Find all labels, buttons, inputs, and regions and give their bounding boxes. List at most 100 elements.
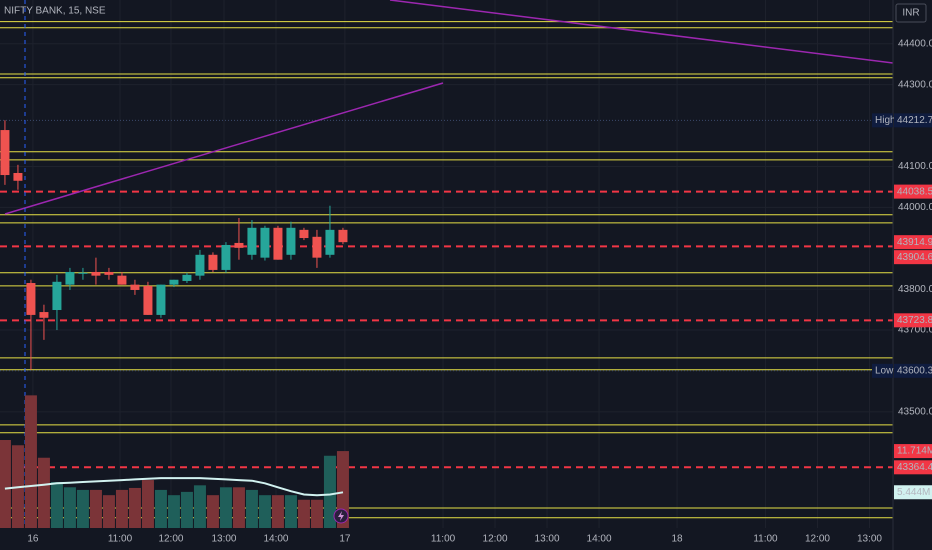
volume-bar xyxy=(271,495,284,528)
volume-label: 5.444M xyxy=(897,487,930,498)
candle-body xyxy=(78,272,88,274)
marker-name: Low xyxy=(875,365,894,376)
volume-bar xyxy=(193,485,206,528)
event-icon-bolt xyxy=(338,511,344,521)
candle-body xyxy=(299,229,309,239)
volume-bar xyxy=(258,495,271,528)
x-tick-label: 13:00 xyxy=(857,534,882,545)
candle-body xyxy=(208,254,218,270)
candle-body xyxy=(156,284,166,315)
volume-label: 11.714M xyxy=(897,446,932,457)
price-label-bg xyxy=(894,313,932,328)
marker-value-bg xyxy=(894,363,932,378)
candle-body xyxy=(130,284,140,290)
y-tick-label: 43500.00 xyxy=(898,406,932,417)
price-label-bg xyxy=(894,250,932,265)
candle-body xyxy=(338,229,348,243)
candle-body xyxy=(260,227,270,258)
y-tick-label: 44000.00 xyxy=(898,202,932,213)
marker-name-bg xyxy=(872,113,893,128)
x-tick-label: 12:00 xyxy=(805,534,830,545)
candle-body xyxy=(169,279,179,285)
trend-line xyxy=(4,82,444,215)
marker-value-bg xyxy=(894,113,932,128)
candle-body xyxy=(247,227,257,255)
x-tick-label: 14:00 xyxy=(263,534,288,545)
volume-bar xyxy=(24,395,37,528)
volume-bar xyxy=(76,489,89,528)
price-label: 43914.90 xyxy=(897,237,932,248)
volume-bar xyxy=(89,489,102,528)
y-tick-label: 43700.00 xyxy=(898,325,932,336)
x-tick-label: 17 xyxy=(339,534,351,545)
volume-bar xyxy=(141,480,154,528)
volume-bar xyxy=(37,457,50,528)
marker-name-bg xyxy=(872,363,893,378)
volume-bar xyxy=(284,495,297,528)
x-tick-label: 13:00 xyxy=(211,534,236,545)
candle-body xyxy=(273,227,283,260)
volume-label-bg xyxy=(894,485,932,500)
candle-body xyxy=(221,244,231,270)
candle-body xyxy=(117,275,127,285)
volume-bar xyxy=(219,487,232,528)
candle-body xyxy=(52,281,62,311)
x-tick-label: 12:00 xyxy=(158,534,183,545)
y-tick-label: 43800.00 xyxy=(898,284,932,295)
marker-name: High xyxy=(875,115,896,126)
candle-body xyxy=(325,229,335,255)
candle-body xyxy=(26,283,36,315)
volume-bar xyxy=(180,491,193,528)
candle-body xyxy=(39,312,49,318)
candle-body xyxy=(182,274,192,281)
currency-box[interactable] xyxy=(895,3,927,23)
candle-body xyxy=(234,242,244,248)
x-tick-label: 11:00 xyxy=(108,534,133,545)
x-tick-label: 14:00 xyxy=(587,534,612,545)
y-tick-label: 44100.00 xyxy=(898,161,932,172)
candle-body xyxy=(104,271,114,275)
candle-body xyxy=(65,271,75,285)
price-label-bg xyxy=(894,460,932,475)
price-label: 44038.50 xyxy=(897,186,932,197)
candle-body xyxy=(91,271,101,276)
currency: INR xyxy=(902,8,919,19)
chart-title: NIFTY BANK, 15, NSE xyxy=(4,6,106,17)
x-tick-label: 11:00 xyxy=(753,534,778,545)
volume-bar xyxy=(323,455,336,528)
price-label: 43723.80 xyxy=(897,315,932,326)
price-label-bg xyxy=(894,235,932,250)
y-tick-label: 44300.00 xyxy=(898,79,932,90)
marker-value: 44212.75 xyxy=(897,115,932,126)
x-tick-label: 18 xyxy=(672,534,684,545)
candle-body xyxy=(312,236,322,258)
price-label-bg xyxy=(894,184,932,199)
candle-body xyxy=(195,254,205,276)
price-label: 43904.65 xyxy=(897,252,932,263)
volume-bar xyxy=(0,440,11,528)
volume-bar xyxy=(245,489,258,528)
volume-bar xyxy=(102,495,115,528)
volume-bar xyxy=(310,499,323,528)
candle-body xyxy=(143,285,153,315)
candle-body xyxy=(13,173,23,181)
volume-bar xyxy=(232,487,245,528)
volume-bar xyxy=(115,489,128,528)
volume-bar xyxy=(206,495,219,528)
y-tick-label: 44400.00 xyxy=(898,38,932,49)
volume-bar xyxy=(128,487,141,528)
x-tick-label: 13:00 xyxy=(535,534,560,545)
volume-label-bg xyxy=(894,444,932,459)
x-tick-label: 11:00 xyxy=(431,534,456,545)
volume-bar xyxy=(154,489,167,528)
candle-body xyxy=(0,130,10,176)
volume-bar xyxy=(63,487,76,528)
volume-ma-line xyxy=(4,477,344,497)
x-tick-label: 12:00 xyxy=(483,534,508,545)
x-tick-label: 16 xyxy=(27,534,39,545)
volume-bar xyxy=(50,482,63,528)
volume-bar xyxy=(167,495,180,528)
price-label: 43364.40 xyxy=(897,462,932,473)
